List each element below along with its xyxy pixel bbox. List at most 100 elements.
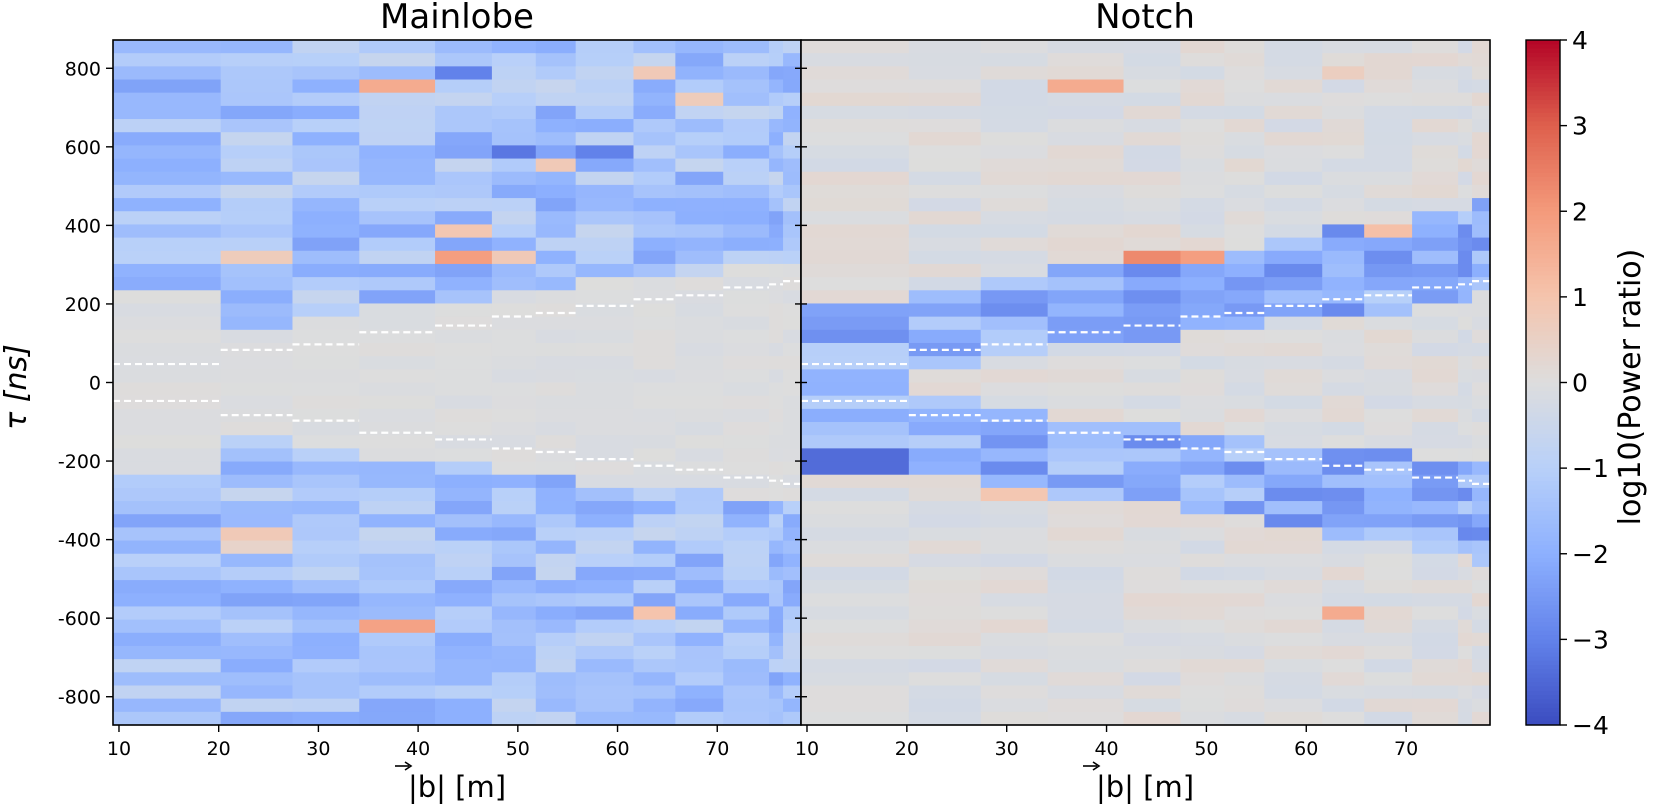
heatmap-cell — [1364, 145, 1413, 160]
colorbar-segment — [1526, 489, 1560, 495]
heatmap-cell — [769, 474, 784, 489]
heatmap-cell — [491, 514, 537, 528]
colorbar-segment — [1526, 643, 1560, 649]
y-tick-label: -400 — [58, 530, 101, 552]
heatmap-cell — [908, 711, 982, 726]
heatmap-cell — [1322, 329, 1365, 344]
heatmap-cell — [801, 382, 910, 397]
heatmap-cell — [575, 606, 635, 621]
heatmap-cell — [980, 395, 1049, 410]
heatmap-cell — [1364, 92, 1413, 107]
heatmap-cell — [491, 606, 537, 621]
heatmap-cell — [1364, 277, 1413, 291]
heatmap-cell — [435, 329, 493, 344]
heatmap-cell — [292, 40, 360, 54]
heatmap-cell — [491, 395, 537, 410]
heatmap-cell — [1180, 237, 1225, 252]
heatmap-cell — [359, 316, 436, 331]
colorbar-segment — [1526, 652, 1560, 658]
heatmap-cell — [633, 501, 676, 515]
colorbar-segment — [1526, 446, 1560, 452]
x-tick-label: 60 — [1294, 738, 1318, 760]
colorbar-segment — [1526, 245, 1560, 251]
heatmap-cell — [292, 474, 360, 489]
heatmap-cell — [113, 672, 222, 687]
heatmap-cell — [633, 356, 676, 370]
heatmap-cell — [1224, 580, 1265, 594]
heatmap-cell — [1364, 184, 1413, 199]
heatmap-cell — [801, 435, 910, 449]
heatmap-cell — [359, 224, 436, 239]
heatmap-cell — [908, 303, 982, 318]
heatmap-cell — [1364, 698, 1413, 713]
heatmap-cell — [1123, 514, 1182, 528]
heatmap-cell — [783, 580, 802, 594]
heatmap-cell — [1123, 342, 1182, 357]
colorbar-tick-label: −1 — [1572, 454, 1609, 483]
heatmap-cell — [359, 382, 436, 397]
heatmap-cell — [675, 698, 724, 713]
heatmap-cell — [113, 290, 222, 305]
heatmap-cell — [1322, 53, 1365, 67]
heatmap-cell — [1264, 553, 1323, 568]
heatmap-cell — [769, 263, 784, 278]
heatmap-cell — [980, 329, 1049, 344]
colorbar-segment — [1526, 408, 1560, 414]
heatmap-cell — [769, 501, 784, 515]
heatmap-cell — [1123, 645, 1182, 660]
heatmap-cell — [1123, 158, 1182, 173]
heatmap-cell — [783, 382, 802, 397]
notch-panel: 10 20 30 40 50 60 70 — [795, 39, 1491, 760]
heatmap-cell — [980, 619, 1049, 634]
heatmap-cell — [491, 580, 537, 594]
heatmap-cell — [1224, 527, 1265, 542]
heatmap-cell — [220, 580, 294, 594]
heatmap-cell — [633, 487, 676, 502]
heatmap-cell — [769, 527, 784, 542]
heatmap-cell — [1472, 119, 1491, 133]
heatmap-cell — [359, 277, 436, 291]
heatmap-cell — [783, 158, 802, 173]
colorbar-segment — [1526, 112, 1560, 118]
heatmap-cell — [292, 329, 360, 344]
heatmap-cell — [633, 448, 676, 463]
colorbar-segment — [1526, 279, 1560, 285]
heatmap-cell — [1458, 224, 1473, 239]
heatmap-cell — [723, 408, 770, 423]
heatmap-cell — [801, 474, 910, 489]
heatmap-cell — [1322, 474, 1365, 489]
heatmap-cell — [220, 303, 294, 318]
colorbar-segment — [1526, 211, 1560, 217]
heatmap-cell — [1180, 593, 1225, 608]
heatmap-cell — [1364, 593, 1413, 608]
heatmap-cell — [1180, 685, 1225, 700]
heatmap-cell — [359, 632, 436, 647]
heatmap-cell — [1264, 342, 1323, 357]
heatmap-cell — [292, 119, 360, 133]
heatmap-cell — [1047, 198, 1125, 212]
heatmap-cell — [980, 145, 1049, 160]
colorbar-segment — [1526, 493, 1560, 499]
colorbar-segment — [1526, 660, 1560, 666]
heatmap-cell — [1123, 145, 1182, 160]
heatmap-cell — [491, 92, 537, 107]
heatmap-cell — [783, 606, 802, 621]
heatmap-cell — [575, 198, 635, 212]
heatmap-cell — [292, 422, 360, 436]
heatmap-cell — [769, 685, 784, 700]
colorbar-segment — [1526, 172, 1560, 178]
heatmap-cell — [801, 145, 910, 160]
heatmap-cell — [769, 79, 784, 94]
heatmap-cell — [220, 329, 294, 344]
heatmap-cell — [535, 40, 577, 54]
heatmap-cell — [292, 672, 360, 687]
heatmap-cell — [769, 224, 784, 239]
heatmap-cell — [1322, 698, 1365, 713]
heatmap-cell — [113, 580, 222, 594]
colorbar-segment — [1526, 61, 1560, 67]
heatmap-cell — [783, 237, 802, 252]
heatmap-cell — [1322, 408, 1365, 423]
heatmap-cell — [1047, 342, 1125, 357]
heatmap-cell — [723, 593, 770, 608]
heatmap-cell — [1472, 369, 1491, 384]
